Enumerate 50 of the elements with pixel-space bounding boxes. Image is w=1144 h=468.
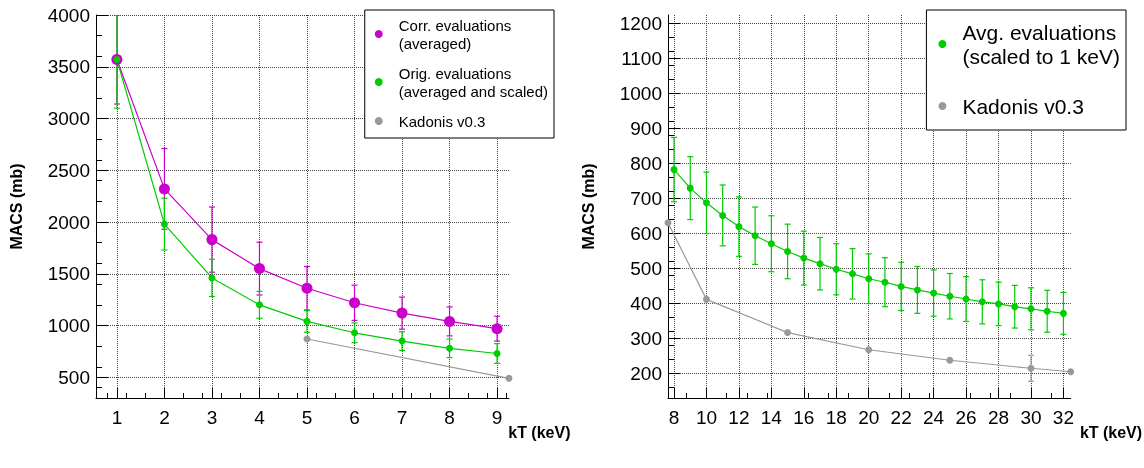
x-axis-title: kT (keV)	[1079, 423, 1143, 441]
x-tick-label: 22	[890, 407, 912, 428]
legend-label: Orig. evaluations (averaged and scaled)	[398, 64, 549, 100]
x-tick-label: 24	[923, 407, 945, 428]
x-tick-label: 5	[301, 407, 313, 428]
y-tick-label: 1000	[619, 83, 662, 105]
x-tick-label: 30	[1020, 407, 1042, 428]
y-tick-label: 3000	[47, 108, 90, 130]
x-tick-label: 16	[793, 407, 815, 428]
x-tick-label: 32	[1052, 407, 1074, 428]
x-tick-label: 12	[728, 407, 750, 428]
y-tick-label: 1200	[619, 13, 662, 35]
y-tick-label: 1000	[47, 315, 90, 337]
y-tick-label: 1500	[47, 263, 90, 285]
x-tick-label: 28	[987, 407, 1010, 428]
y-axis-title: MACS (mb)	[7, 163, 25, 250]
y-tick-label: 4000	[47, 4, 90, 26]
y-tick-label: 800	[630, 153, 662, 175]
y-tick-label: 900	[630, 118, 662, 140]
y-tick-label: 1100	[621, 48, 662, 70]
x-tick-label: 10	[695, 407, 718, 428]
x-tick-label: 3	[206, 407, 218, 428]
x-tick-label: 8	[668, 407, 680, 428]
x-tick-label: 14	[760, 407, 783, 428]
x-tick-label: 26	[955, 407, 977, 428]
y-tick-label: 600	[630, 223, 662, 245]
legend-label: Kadonis v0.3	[398, 112, 486, 130]
x-tick-label: 6	[349, 407, 360, 428]
y-tick-label: 200	[630, 363, 662, 385]
x-tick-label: 7	[396, 407, 408, 428]
x-tick-label: 1	[111, 407, 123, 428]
legend-label: Kadonis v0.3	[962, 94, 1084, 118]
x-tick-label: 9	[491, 407, 503, 428]
x-axis-title: kT (keV)	[508, 423, 571, 441]
y-tick-label: 2000	[47, 211, 90, 233]
y-tick-label: 400	[630, 293, 662, 315]
y-tick-label: 3500	[47, 56, 90, 78]
y-tick-label: 300	[630, 328, 662, 350]
y-axis-title: MACS (mb)	[579, 163, 597, 250]
legend-label: Avg. evaluations (scaled to 1 keV)	[962, 20, 1121, 68]
x-tick-label: 2	[159, 407, 170, 428]
x-tick-label: 8	[444, 407, 455, 428]
y-tick-label: 2500	[47, 159, 90, 181]
y-tick-label: 500	[58, 366, 90, 388]
x-tick-label: 18	[825, 407, 847, 428]
legend-label: Corr. evaluations (averaged)	[398, 16, 512, 52]
y-tick-label: 500	[630, 258, 662, 280]
y-tick-label: 700	[630, 188, 662, 210]
x-tick-label: 20	[858, 407, 880, 428]
x-tick-label: 4	[254, 407, 266, 428]
